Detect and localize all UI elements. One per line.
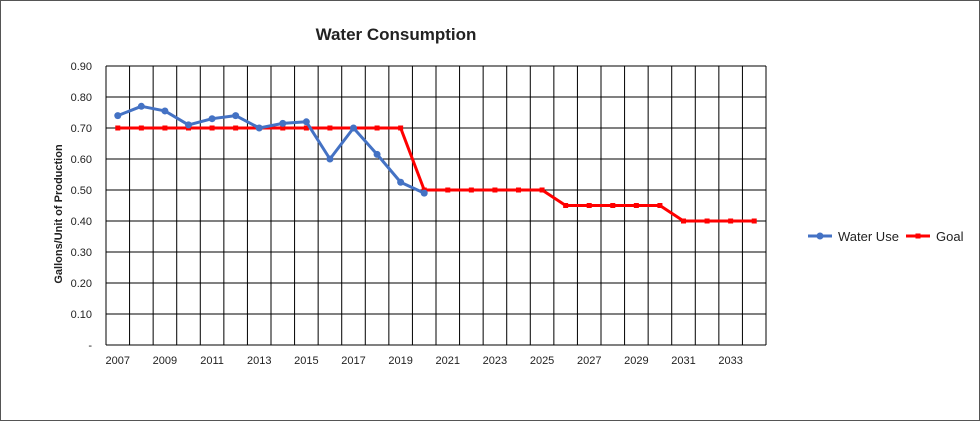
x-tick-label: 2033 bbox=[718, 355, 742, 367]
goal-point bbox=[374, 125, 380, 131]
goal-point bbox=[233, 125, 239, 131]
goal-point bbox=[633, 203, 639, 208]
x-tick-label: 2015 bbox=[294, 355, 318, 367]
x-tick-label: 2031 bbox=[671, 355, 695, 367]
goal-point bbox=[209, 125, 215, 131]
goal-line bbox=[117, 126, 755, 223]
legend: Water Use Goal bbox=[808, 229, 964, 244]
x-tick-label: 2013 bbox=[247, 355, 271, 367]
water-use-point bbox=[137, 102, 145, 110]
water-use-point bbox=[420, 189, 428, 197]
x-tick-label: 2011 bbox=[200, 355, 224, 367]
water-use-point bbox=[161, 107, 169, 115]
goal-point bbox=[162, 125, 168, 131]
legend-water-use-marker bbox=[816, 232, 824, 240]
x-tick-label: 2027 bbox=[577, 355, 601, 367]
y-tick-label: 0.90 bbox=[71, 61, 92, 73]
legend-goal-label: Goal bbox=[936, 229, 964, 244]
series bbox=[114, 102, 757, 224]
x-tick-label: 2029 bbox=[624, 355, 648, 367]
goal-point bbox=[681, 218, 686, 224]
goal-point bbox=[492, 187, 498, 193]
water-use-point bbox=[350, 124, 357, 132]
water-use-point bbox=[232, 112, 240, 120]
goal-point bbox=[704, 218, 710, 224]
y-tick-label: 0.30 bbox=[71, 247, 92, 259]
x-tick-label: 2019 bbox=[388, 355, 412, 367]
goal-point bbox=[586, 203, 592, 208]
goal-point bbox=[398, 125, 404, 131]
goal-point bbox=[657, 203, 663, 208]
x-axis-ticks: 2007 2009 2011 2013 2015 2017 2019 2021 2023 2025… bbox=[106, 355, 743, 367]
goal-point bbox=[563, 203, 569, 208]
goal-point bbox=[751, 218, 757, 224]
goal-point bbox=[445, 187, 451, 193]
water-use-point bbox=[326, 155, 334, 163]
y-tick-label: 0.70 bbox=[71, 123, 92, 135]
goal-point bbox=[138, 125, 144, 131]
water-use-point bbox=[255, 124, 263, 132]
water-use-point bbox=[185, 121, 192, 129]
y-tick-label: 0.20 bbox=[71, 278, 92, 290]
goal-point bbox=[303, 125, 309, 131]
y-tick-label: 0.40 bbox=[71, 216, 92, 228]
goal-point bbox=[468, 187, 474, 193]
water-use-point bbox=[279, 119, 287, 127]
water-use-point bbox=[208, 115, 216, 123]
y-tick-label: 0.50 bbox=[71, 185, 92, 197]
y-tick-label: 0.10 bbox=[71, 309, 92, 321]
grid bbox=[105, 65, 767, 346]
chart-title: Water Consumption bbox=[316, 25, 477, 44]
y-tick-label: - bbox=[88, 340, 92, 352]
y-axis-ticks: - 0.10 0.20 0.30 0.40 0.50 0.60 0.70 0.80 0.90 bbox=[71, 61, 93, 352]
water-use-point bbox=[373, 150, 381, 158]
goal-point bbox=[327, 125, 333, 131]
legend-goal-marker bbox=[915, 233, 921, 239]
x-tick-label: 2017 bbox=[341, 355, 365, 367]
x-tick-label: 2021 bbox=[436, 355, 460, 367]
goal-point bbox=[516, 187, 521, 193]
goal-point bbox=[728, 218, 734, 224]
water-use-point bbox=[302, 118, 310, 126]
legend-water-use-label: Water Use bbox=[838, 229, 899, 244]
water-use-point bbox=[114, 112, 122, 120]
water-use-point bbox=[397, 178, 405, 186]
y-axis-label: Gallons/Unit of Production bbox=[53, 144, 65, 284]
y-tick-label: 0.60 bbox=[71, 154, 92, 166]
x-tick-label: 2007 bbox=[106, 355, 130, 367]
y-tick-label: 0.80 bbox=[71, 92, 92, 104]
x-tick-label: 2023 bbox=[483, 355, 507, 367]
water-use-line bbox=[117, 104, 425, 195]
goal-point bbox=[280, 125, 286, 131]
x-tick-label: 2009 bbox=[153, 355, 177, 367]
x-tick-label: 2025 bbox=[530, 355, 554, 367]
goal-point bbox=[539, 187, 545, 193]
goal-point bbox=[610, 203, 616, 208]
goal-point bbox=[115, 125, 121, 131]
